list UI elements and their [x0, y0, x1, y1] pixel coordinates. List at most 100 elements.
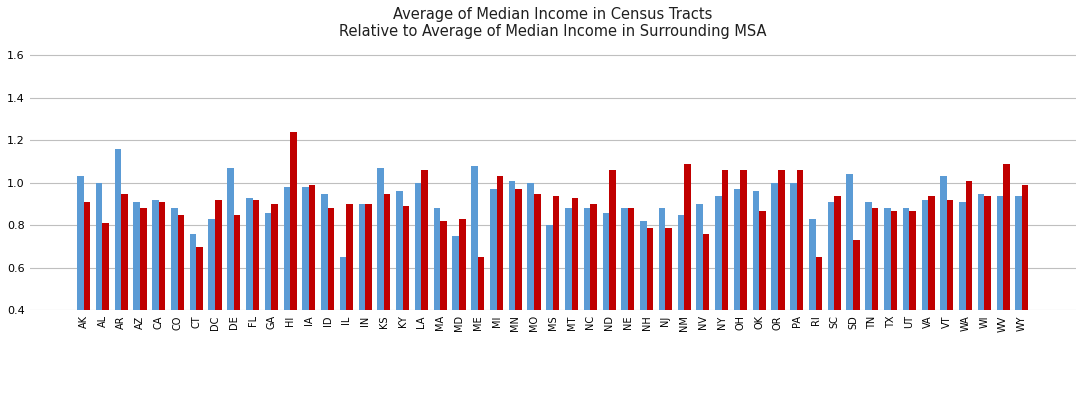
Bar — [133, 202, 140, 396]
Bar — [377, 168, 384, 396]
Bar — [791, 183, 797, 396]
Bar — [415, 183, 421, 396]
Bar — [827, 202, 834, 396]
Bar — [516, 189, 522, 396]
Bar — [433, 209, 440, 396]
Bar — [602, 213, 609, 396]
Bar — [1003, 164, 1009, 396]
Bar — [884, 209, 890, 396]
Bar — [272, 204, 278, 396]
Bar — [471, 166, 478, 396]
Bar — [77, 176, 83, 396]
Bar — [703, 234, 709, 396]
Bar — [216, 200, 222, 396]
Bar — [647, 228, 653, 396]
Bar — [365, 204, 371, 396]
Bar — [910, 211, 916, 396]
Bar — [622, 209, 628, 396]
Bar — [940, 176, 947, 396]
Bar — [922, 200, 928, 396]
Bar — [478, 257, 484, 396]
Bar — [527, 183, 534, 396]
Bar — [459, 219, 466, 396]
Bar — [847, 174, 853, 396]
Bar — [396, 191, 403, 396]
Bar — [590, 204, 597, 396]
Bar — [872, 209, 878, 396]
Bar — [347, 204, 353, 396]
Bar — [865, 202, 872, 396]
Bar — [496, 176, 504, 396]
Bar — [284, 187, 290, 396]
Bar — [572, 198, 578, 396]
Bar — [778, 170, 784, 396]
Bar — [264, 213, 272, 396]
Bar — [227, 168, 234, 396]
Bar — [684, 164, 691, 396]
Bar — [208, 219, 216, 396]
Bar — [453, 236, 459, 396]
Bar — [815, 257, 822, 396]
Bar — [759, 211, 766, 396]
Bar — [609, 170, 615, 396]
Bar — [966, 181, 973, 396]
Bar — [715, 196, 721, 396]
Bar — [678, 215, 684, 396]
Bar — [834, 196, 840, 396]
Bar — [358, 204, 365, 396]
Bar — [302, 187, 309, 396]
Bar — [234, 215, 240, 396]
Bar — [584, 209, 590, 396]
Bar — [890, 211, 897, 396]
Bar — [534, 193, 540, 396]
Bar — [190, 234, 196, 396]
Bar — [546, 225, 552, 396]
Bar — [178, 215, 184, 396]
Bar — [440, 221, 447, 396]
Bar — [421, 170, 428, 396]
Bar — [96, 183, 103, 396]
Bar — [741, 170, 747, 396]
Bar — [115, 149, 121, 396]
Bar — [797, 170, 804, 396]
Bar — [658, 209, 665, 396]
Bar — [665, 228, 671, 396]
Bar — [721, 170, 728, 396]
Bar — [984, 196, 991, 396]
Bar — [696, 204, 703, 396]
Bar — [328, 209, 335, 396]
Bar — [153, 200, 159, 396]
Bar — [753, 191, 759, 396]
Bar — [252, 200, 259, 396]
Bar — [509, 181, 516, 396]
Bar — [140, 209, 146, 396]
Bar — [1022, 185, 1029, 396]
Bar — [309, 185, 315, 396]
Bar — [290, 132, 297, 396]
Bar — [640, 221, 647, 396]
Bar — [83, 202, 90, 396]
Bar — [903, 209, 910, 396]
Bar — [552, 196, 560, 396]
Bar — [490, 189, 496, 396]
Bar — [928, 196, 935, 396]
Title: Average of Median Income in Census Tracts
Relative to Average of Median Income i: Average of Median Income in Census Tract… — [339, 7, 767, 39]
Bar — [159, 202, 166, 396]
Bar — [771, 183, 778, 396]
Bar — [246, 198, 252, 396]
Bar — [734, 189, 741, 396]
Bar — [321, 193, 328, 396]
Bar — [565, 209, 572, 396]
Bar — [1016, 196, 1022, 396]
Bar — [121, 193, 128, 396]
Bar — [809, 219, 815, 396]
Bar — [403, 206, 409, 396]
Bar — [960, 202, 966, 396]
Bar — [171, 209, 178, 396]
Bar — [384, 193, 391, 396]
Bar — [947, 200, 953, 396]
Bar — [853, 240, 860, 396]
Bar — [996, 196, 1003, 396]
Bar — [628, 209, 635, 396]
Bar — [103, 223, 109, 396]
